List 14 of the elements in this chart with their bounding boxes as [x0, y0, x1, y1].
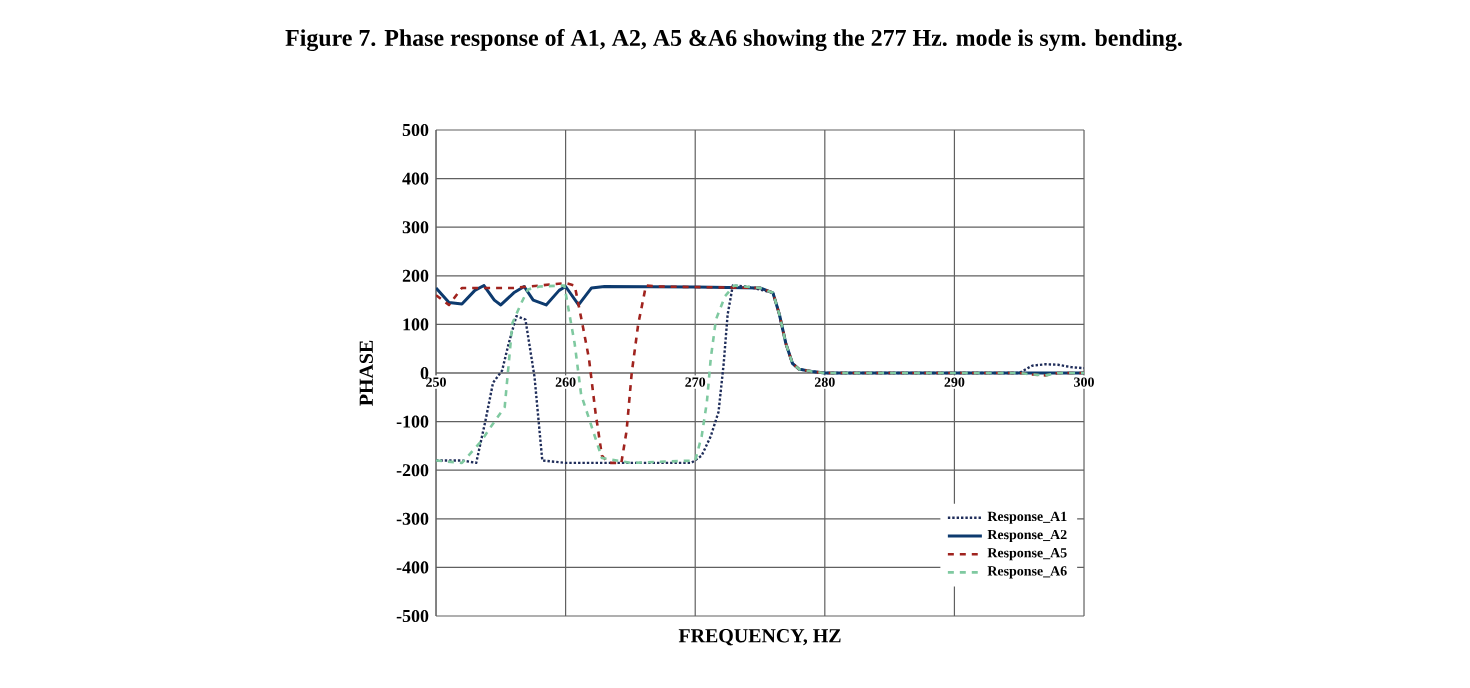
x-axis-title: FREQUENCY, HZ: [678, 629, 841, 646]
y-tick-label: 500: [402, 123, 429, 137]
y-tick-label: -200: [396, 464, 429, 477]
chart-title: Figure 7. Phase response of A1, A2, A5 &A6 showing the 277 Hz. mode is sym. bending.: [285, 28, 1182, 52]
y-tick-label: -100: [396, 415, 429, 428]
y-tick-label: -500: [396, 609, 429, 623]
y-tick-label: 100: [403, 318, 429, 331]
y-tick-label: 0: [420, 366, 429, 380]
y-tick-label: 400: [402, 172, 429, 185]
y-tick-label: 300: [402, 221, 429, 234]
y-tick-label: 200: [402, 269, 429, 282]
y-tick-label: -400: [396, 561, 429, 574]
y-tick-label: -300: [396, 512, 429, 525]
y-axis-title: PHASE: [359, 340, 373, 406]
